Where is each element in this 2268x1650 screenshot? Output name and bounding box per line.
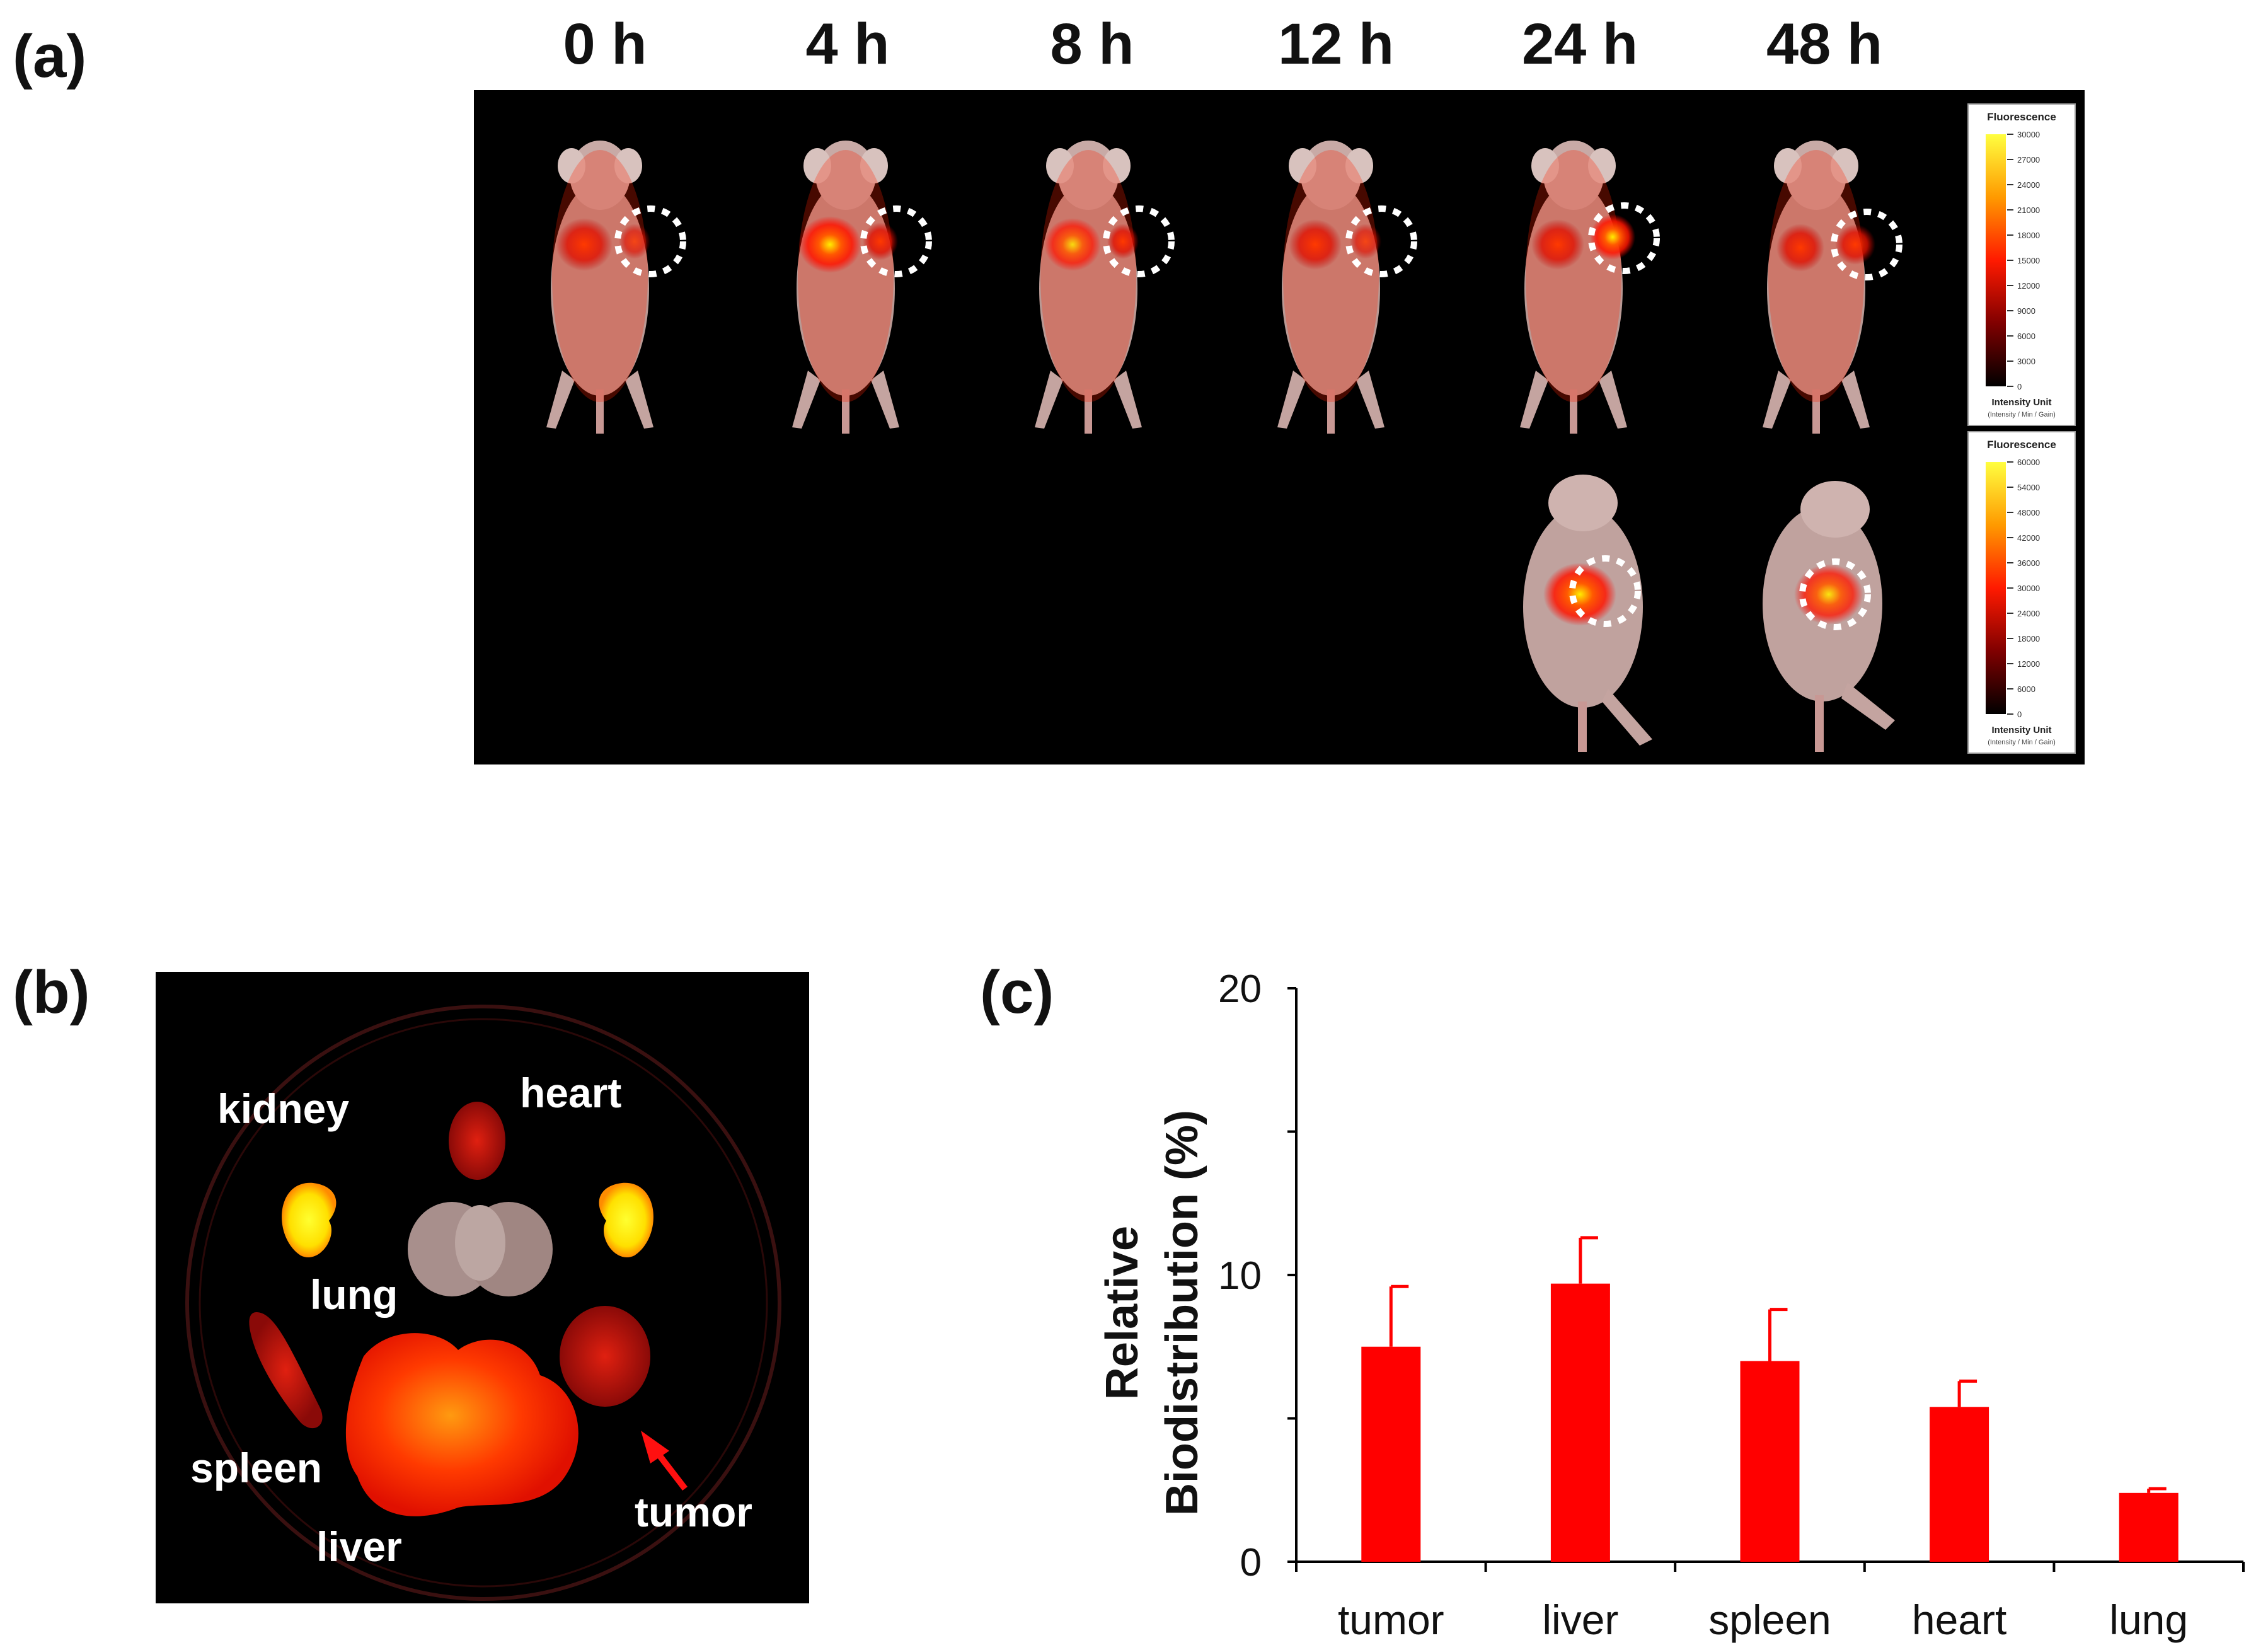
scale-tick-label: 0 bbox=[2017, 382, 2022, 391]
scale-tick-label: 42000 bbox=[2017, 533, 2040, 543]
scale-bar-title: Fluorescence bbox=[1987, 111, 2056, 123]
organ-label-spleen: spleen bbox=[190, 1445, 322, 1491]
y-tick-label: 20 bbox=[1218, 967, 1262, 1011]
y-axis-label: Relative Biodistribution (%) bbox=[1097, 1110, 1207, 1516]
y-axis-label-line: Relative bbox=[1097, 1226, 1148, 1400]
timepoint-label-8h: 8 h bbox=[1050, 12, 1134, 76]
mouse-image-24h bbox=[1520, 141, 1660, 434]
x-tick-label-heart: heart bbox=[1912, 1596, 2006, 1643]
panel-label-c: (c) bbox=[980, 959, 1054, 1026]
mouse-lateral-image-24h bbox=[1523, 475, 1652, 752]
scale-tick-label: 18000 bbox=[2017, 634, 2040, 643]
bar-liver bbox=[1550, 1283, 1610, 1562]
y-tick-label: 10 bbox=[1218, 1254, 1262, 1298]
bar-heart bbox=[1930, 1407, 1989, 1562]
biodistribution-bar-chart: 0 10 20 Relative Biodistribution (%) tumor liv… bbox=[1097, 967, 2245, 1643]
scale-tick-label: 12000 bbox=[2017, 281, 2040, 291]
scale-bar-title: Fluorescence bbox=[1987, 439, 2056, 451]
scale-tick-label: 60000 bbox=[2017, 458, 2040, 467]
scale-tick-label: 36000 bbox=[2017, 558, 2040, 568]
scale-tick-label: 24000 bbox=[2017, 609, 2040, 618]
bar-tumor bbox=[1361, 1346, 1421, 1562]
x-tick-label-liver: liver bbox=[1542, 1596, 1618, 1643]
panel-label-a: (a) bbox=[13, 23, 87, 90]
mouse-image-4h bbox=[792, 141, 932, 434]
bar-spleen bbox=[1740, 1361, 1800, 1562]
timepoint-label-4h: 4 h bbox=[805, 12, 890, 76]
x-tick-label-tumor: tumor bbox=[1338, 1596, 1444, 1643]
scale-tick-label: 18000 bbox=[2017, 231, 2040, 240]
mouse-image-12h bbox=[1277, 141, 1417, 434]
tumor-organ bbox=[560, 1306, 650, 1407]
scale-tick-label: 48000 bbox=[2017, 508, 2040, 517]
ex-vivo-organ-image: kidney heart lung spleen liver tumor bbox=[156, 972, 809, 1603]
organ-label-lung: lung bbox=[310, 1271, 398, 1318]
scale-tick-label: 12000 bbox=[2017, 659, 2040, 669]
organ-label-liver: liver bbox=[316, 1523, 402, 1570]
lung-organ bbox=[408, 1202, 553, 1296]
scale-bar-unit-sub: (Intensity / Min / Gain) bbox=[1988, 411, 2056, 418]
tumor-arrow bbox=[641, 1431, 688, 1491]
mouse-image-0h bbox=[546, 141, 686, 434]
heart-organ bbox=[449, 1102, 505, 1180]
scale-bar-unit: Intensity Unit bbox=[1991, 397, 2051, 408]
organ-label-heart: heart bbox=[520, 1070, 621, 1116]
panel-label-b: (b) bbox=[13, 959, 90, 1026]
scale-tick-label: 30000 bbox=[2017, 130, 2040, 139]
scale-tick-label: 15000 bbox=[2017, 256, 2040, 265]
bar-lung bbox=[2119, 1492, 2179, 1562]
mouse-image-48h bbox=[1763, 141, 1902, 434]
timepoint-label-12h: 12 h bbox=[1277, 12, 1395, 76]
scale-bar-unit: Intensity Unit bbox=[1991, 725, 2051, 736]
liver-organ bbox=[345, 1333, 579, 1516]
scale-tick-label: 21000 bbox=[2017, 205, 2040, 215]
y-axis-label-line: Biodistribution (%) bbox=[1157, 1110, 1207, 1516]
scale-tick-label: 30000 bbox=[2017, 584, 2040, 593]
timepoint-label-0h: 0 h bbox=[563, 12, 647, 76]
mouse-lateral-image-48h bbox=[1763, 481, 1895, 752]
scale-tick-label: 24000 bbox=[2017, 180, 2040, 190]
scale-tick-label: 6000 bbox=[2017, 332, 2035, 341]
kidney-right bbox=[599, 1182, 653, 1257]
scale-tick-label: 6000 bbox=[2017, 684, 2035, 694]
scale-tick-label: 27000 bbox=[2017, 155, 2040, 164]
organ-label-kidney: kidney bbox=[217, 1085, 349, 1132]
kidney-left bbox=[282, 1182, 337, 1257]
scale-tick-label: 9000 bbox=[2017, 306, 2035, 316]
scale-tick-label: 54000 bbox=[2017, 483, 2040, 492]
fluorescence-scale-bar-bottom: Fluorescence 600005400048000420003600030… bbox=[1967, 431, 2076, 754]
y-tick-label: 0 bbox=[1240, 1541, 1262, 1584]
timepoint-label-48h: 48 h bbox=[1766, 12, 1883, 76]
fluorescence-scale-bar-top: Fluorescence 300002700024000210001800015… bbox=[1967, 103, 2076, 426]
x-tick-label-spleen: spleen bbox=[1708, 1596, 1831, 1643]
x-tick-label-lung: lung bbox=[2109, 1596, 2188, 1643]
scale-tick-label: 3000 bbox=[2017, 357, 2035, 366]
in-vivo-fluorescence-image-grid: Fluorescence 300002700024000210001800015… bbox=[474, 90, 2085, 764]
mouse-image-8h bbox=[1035, 141, 1175, 434]
spleen-organ bbox=[249, 1312, 323, 1429]
timepoint-label-24h: 24 h bbox=[1521, 12, 1638, 76]
scale-tick-label: 0 bbox=[2017, 710, 2022, 719]
organ-label-tumor: tumor bbox=[635, 1489, 752, 1535]
scale-bar-unit-sub: (Intensity / Min / Gain) bbox=[1988, 739, 2056, 746]
